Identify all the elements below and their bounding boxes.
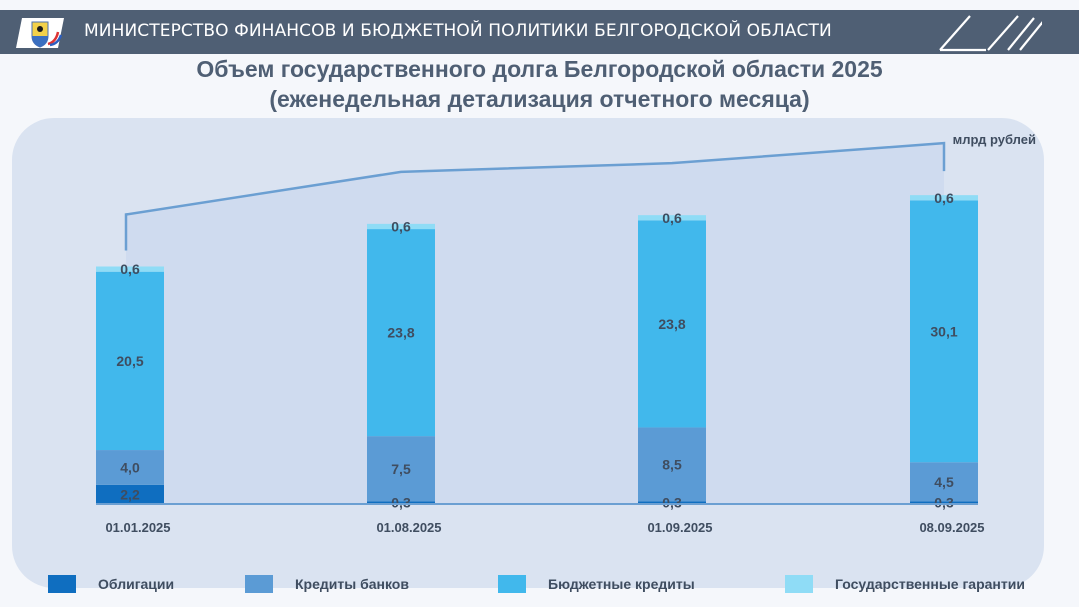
legend-label: Бюджетные кредиты xyxy=(548,576,695,592)
bar-value-label: 8,5 xyxy=(662,456,682,472)
legend-swatch xyxy=(48,575,76,593)
bar-value-label: 0,6 xyxy=(934,190,954,206)
bar-segment xyxy=(910,462,978,502)
legend-label: Государственные гарантии xyxy=(835,576,1025,592)
legend-label: Кредиты банков xyxy=(295,576,409,592)
legend-label: Облигации xyxy=(98,576,175,592)
coat-of-arms-icon xyxy=(16,18,64,48)
bar-value-label: 4,0 xyxy=(120,459,140,475)
chart-title: Объем государственного долга Белгородско… xyxy=(196,56,883,82)
bar-value-label: 30,1 xyxy=(930,323,957,339)
bar-segment xyxy=(96,484,164,504)
bar-segment xyxy=(367,223,435,230)
legend-swatch xyxy=(245,575,273,593)
bar-value-label: 0,6 xyxy=(662,210,682,226)
header-bar: МИНИСТЕРСТВО ФИНАНСОВ И БЮДЖЕТНОЙ ПОЛИТИ… xyxy=(0,10,1079,54)
header-decoration xyxy=(939,15,1042,52)
bar-value-label: 4,5 xyxy=(934,474,954,490)
bar-segment xyxy=(367,229,435,437)
bar-segment xyxy=(638,220,706,428)
bar-value-label: 0,6 xyxy=(391,218,411,234)
bar-segment xyxy=(638,427,706,502)
bar-value-label: 20,5 xyxy=(116,353,143,369)
bar-segment xyxy=(367,501,435,504)
bar-segment xyxy=(910,195,978,201)
bar-segment xyxy=(638,501,706,504)
bar-value-label: 0,3 xyxy=(391,495,411,511)
bar-value-label: 0,3 xyxy=(934,495,954,511)
legend-swatch xyxy=(498,575,526,593)
unit-label: млрд рублей xyxy=(953,132,1036,147)
bar-value-label: 2,2 xyxy=(120,486,140,502)
total-area xyxy=(126,143,944,504)
bar-value-label: 23,8 xyxy=(658,316,685,332)
bar-segment xyxy=(96,450,164,485)
x-tick-label: 01.01.2025 xyxy=(105,520,170,535)
bar-segment xyxy=(910,501,978,504)
bar-value-label: 0,3 xyxy=(662,495,682,511)
bar-segment xyxy=(367,436,435,502)
bar-segment xyxy=(910,200,978,463)
x-tick-label: 01.09.2025 xyxy=(647,520,712,535)
bar-segment xyxy=(96,271,164,451)
bar-value-label: 7,5 xyxy=(391,461,411,477)
bar-value-label: 23,8 xyxy=(387,325,414,341)
bar-segment xyxy=(638,215,706,221)
bar-segment xyxy=(96,266,164,272)
x-tick-label: 08.09.2025 xyxy=(919,520,984,535)
legend-swatch xyxy=(785,575,813,593)
ministry-title: МИНИСТЕРСТВО ФИНАНСОВ И БЮДЖЕТНОЙ ПОЛИТИ… xyxy=(84,21,832,41)
total-line xyxy=(124,141,946,251)
bar-value-label: 0,6 xyxy=(120,261,140,277)
x-tick-label: 01.08.2025 xyxy=(376,520,441,535)
chart-subtitle: (еженедельная детализация отчетного меся… xyxy=(269,86,810,112)
